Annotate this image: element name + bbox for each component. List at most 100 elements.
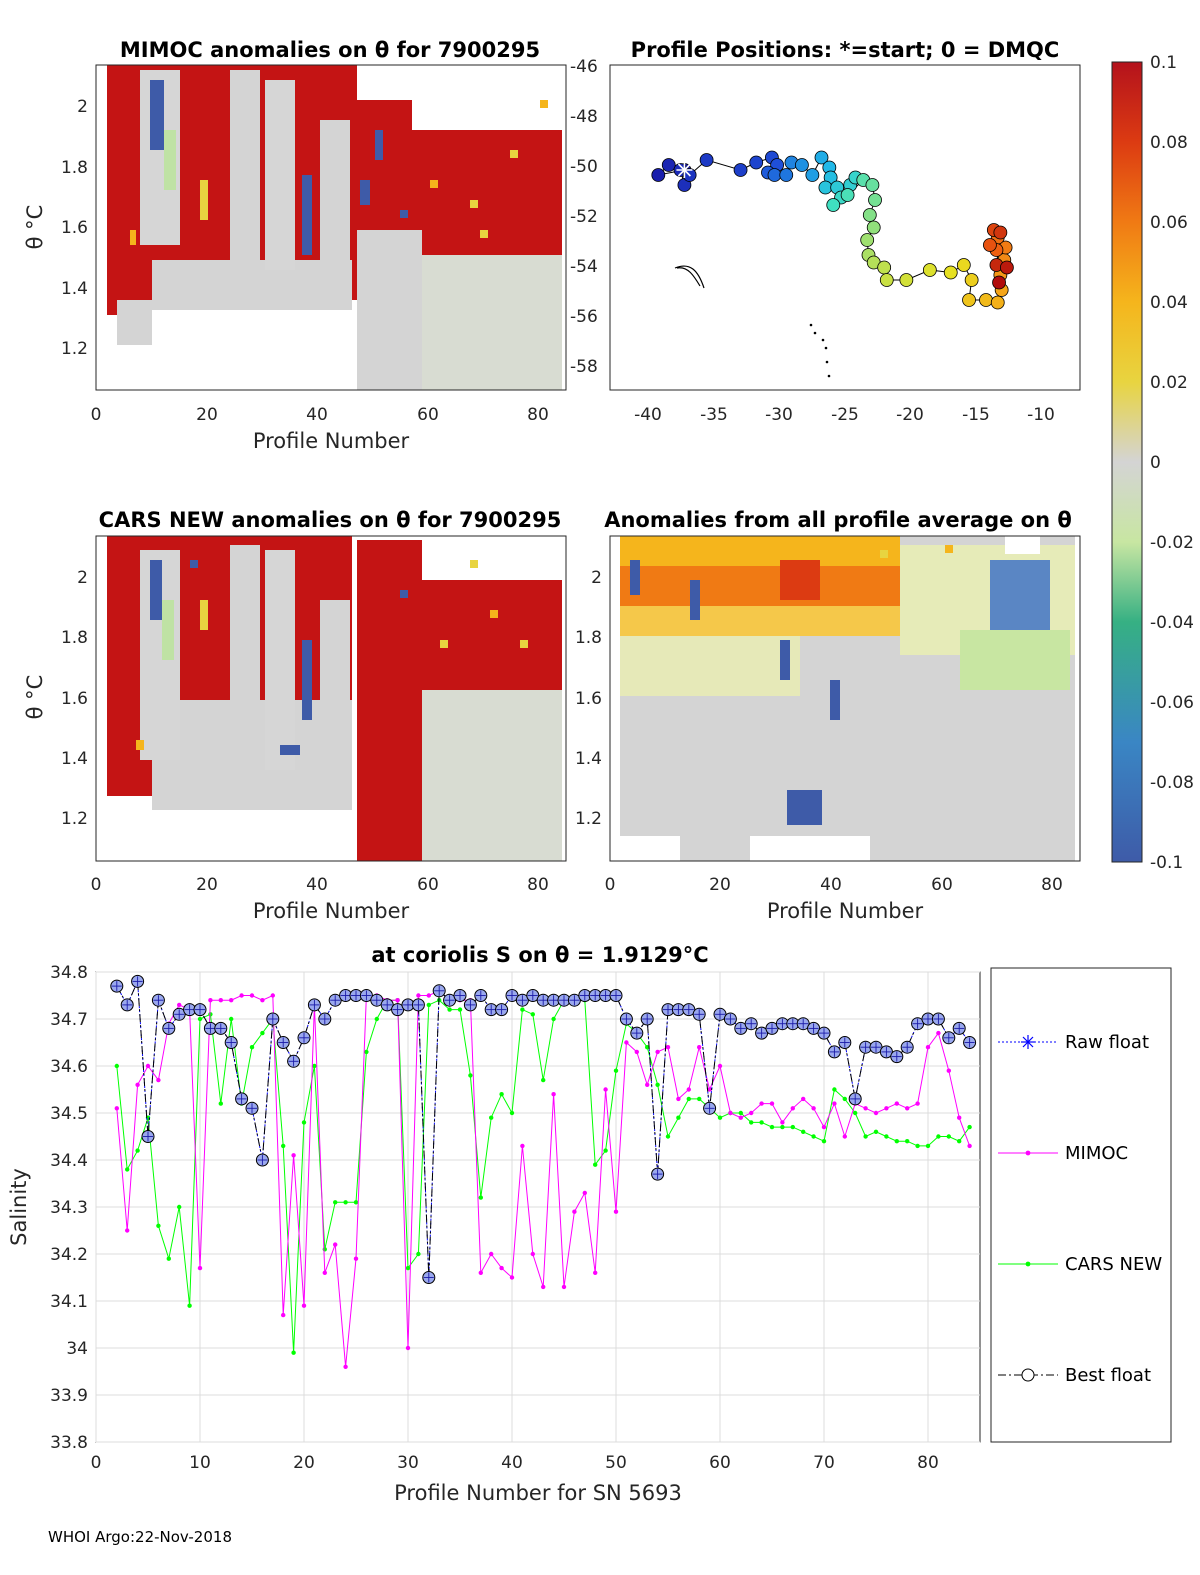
dot-marker-icon (1025, 1150, 1031, 1156)
data-point (177, 1002, 182, 1008)
data-point (166, 1256, 171, 1261)
data-point (520, 1143, 525, 1149)
data-point (260, 1030, 265, 1036)
data-point (790, 1124, 795, 1130)
colorbar-gradient (1111, 61, 1143, 863)
data-point (145, 1063, 151, 1069)
position-point (865, 178, 880, 192)
data-point (405, 1345, 411, 1351)
position-point (879, 273, 894, 287)
salinity-ytick: 33.8 (50, 1433, 88, 1453)
data-point (832, 1101, 837, 1106)
data-point (749, 1120, 754, 1125)
data-point (218, 998, 223, 1003)
data-point (780, 1124, 785, 1130)
position-point (862, 208, 877, 222)
colorbar-tick: 0.02 (1150, 373, 1188, 393)
data-point (957, 1139, 962, 1144)
data-point (197, 1265, 203, 1271)
data-point (655, 1082, 660, 1088)
cars-xlabel: Profile Number (253, 899, 410, 923)
allavg-xlabel: Profile Number (767, 899, 924, 923)
colorbar-tick: -0.02 (1150, 533, 1194, 553)
cars-heatmap (96, 536, 566, 861)
allavg-xtick: 20 (709, 875, 731, 895)
position-point (749, 155, 764, 170)
salinity-xticks: 0 10 20 30 40 50 60 70 80 (91, 1453, 939, 1473)
data-point (478, 1270, 483, 1276)
data-point (738, 1115, 743, 1120)
data-point (676, 1115, 681, 1120)
cars-xtick: 20 (196, 875, 218, 895)
data-point (645, 1045, 650, 1050)
positions-xtick: -20 (896, 405, 924, 425)
salinity-xtick: 40 (501, 1453, 523, 1473)
salinity-grid (95, 971, 980, 1443)
data-point (281, 1312, 286, 1318)
mimoc-xtick: 60 (417, 405, 439, 425)
mimoc-panel: MIMOC anomalies on θ for 7900295 (23, 38, 567, 453)
circle-marker-icon (1021, 1368, 1035, 1382)
mimoc-xticks: 0 20 40 60 80 (91, 405, 549, 425)
data-point (416, 1251, 421, 1257)
data-point (613, 1209, 619, 1214)
data-point (322, 1247, 327, 1252)
data-point (915, 1143, 920, 1149)
data-point (967, 1124, 972, 1130)
mimoc-xtick: 0 (91, 405, 102, 425)
position-point (814, 150, 829, 165)
salinity-xtick: 70 (813, 1453, 835, 1473)
allavg-xticks: 0 20 40 60 80 (605, 875, 1063, 895)
data-point (936, 1030, 941, 1036)
colorbar-tick: 0.1 (1150, 53, 1177, 73)
data-point (229, 998, 234, 1003)
salinity-ytick: 34.3 (50, 1198, 88, 1218)
colorbar-tick: -0.04 (1150, 613, 1194, 633)
data-point (905, 1139, 910, 1144)
island-outline (674, 265, 705, 289)
legend-label: Best float (1065, 1365, 1151, 1386)
positions-axes-box (609, 64, 1081, 391)
legend-label: Raw float (1065, 1032, 1149, 1053)
salinity-ytick: 34.5 (50, 1104, 88, 1124)
cars-ytick: 1.6 (61, 689, 88, 709)
allavg-title: Anomalies from all profile average on θ (604, 508, 1072, 532)
data-point (811, 1134, 816, 1139)
data-point (863, 1134, 868, 1139)
colorbar-tick: -0.1 (1150, 853, 1183, 873)
cars-xtick: 60 (417, 875, 439, 895)
positions-xtick: -15 (962, 405, 990, 425)
data-point (676, 1096, 681, 1102)
data-point (561, 1284, 567, 1290)
data-point (634, 1049, 639, 1055)
mimoc-ytick: 1.6 (61, 218, 88, 238)
data-point (967, 1143, 972, 1149)
dot-marker-icon (1025, 1261, 1031, 1267)
data-point (301, 1120, 307, 1125)
position-point (983, 238, 997, 252)
allavg-panel: Anomalies from all profile average on θ (575, 508, 1081, 923)
data-point (603, 1148, 608, 1153)
series-best-float (110, 974, 977, 1284)
data-point (780, 1120, 785, 1125)
cars-ytick: 1.8 (61, 628, 88, 648)
positions-ytick: -56 (570, 307, 598, 327)
data-point (884, 1134, 889, 1139)
salinity-xtick: 0 (91, 1453, 102, 1473)
data-point (301, 1303, 307, 1308)
allavg-axes-box (609, 535, 1081, 862)
data-point (374, 1016, 379, 1022)
data-point (624, 1040, 629, 1045)
data-point (322, 1270, 327, 1276)
colorbar-tick: -0.08 (1150, 773, 1194, 793)
position-point (818, 180, 833, 195)
data-point (343, 1364, 348, 1370)
data-point (925, 1143, 931, 1149)
salinity-xtick: 20 (293, 1453, 315, 1473)
data-point (717, 1115, 723, 1120)
data-point (707, 1087, 712, 1092)
allavg-ytick: 1.2 (575, 809, 602, 829)
data-point (801, 1129, 806, 1135)
data-point (333, 1242, 338, 1247)
positions-xtick: -30 (765, 405, 793, 425)
